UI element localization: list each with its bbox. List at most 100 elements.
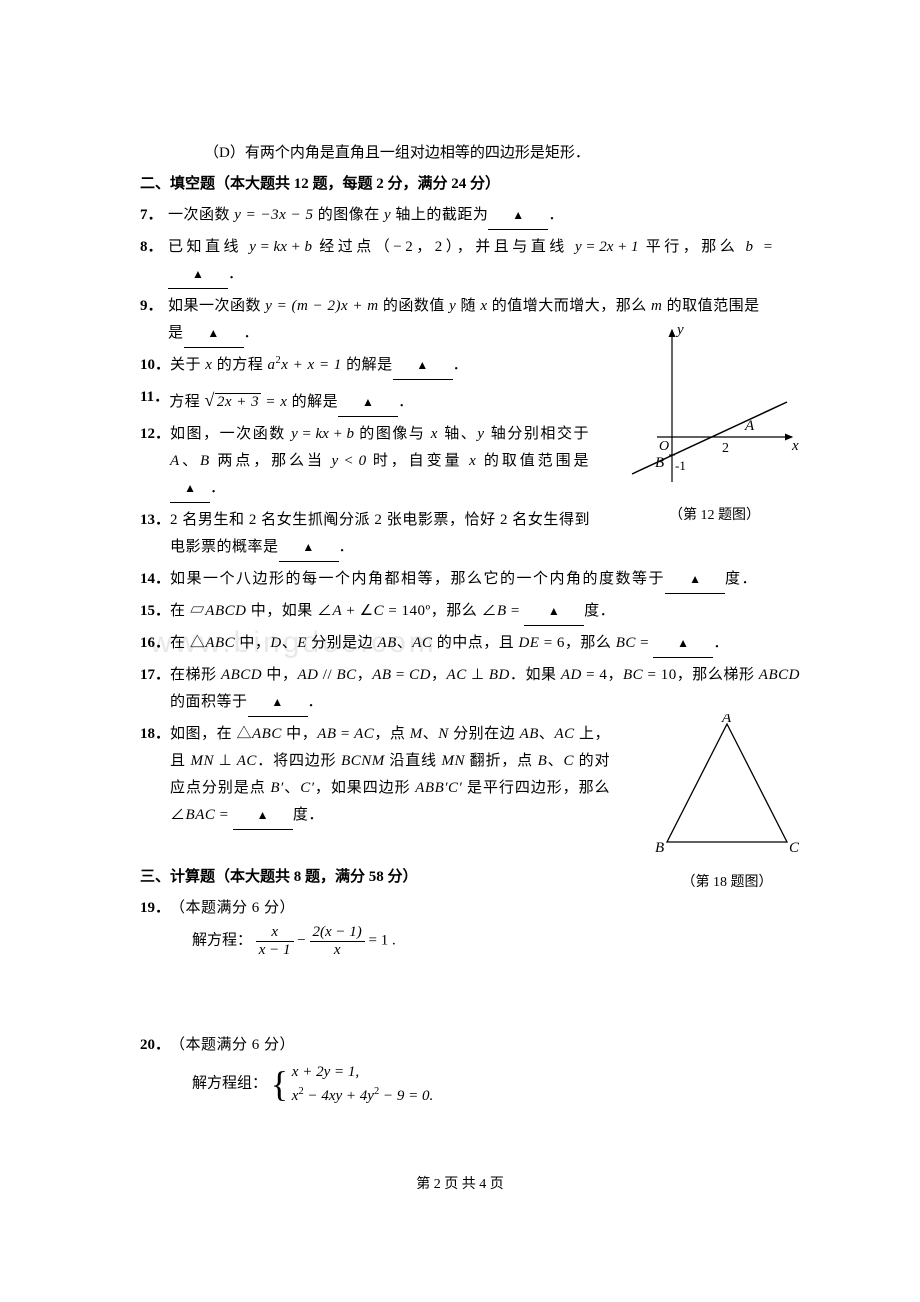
page-footer: 第 2 页 共 4 页: [0, 1172, 920, 1197]
q18-m7: 翻折，点: [465, 753, 538, 769]
q15-eq: = 140º，那么 ∠: [384, 603, 497, 619]
q18-q: BCNM: [341, 753, 385, 769]
q17-blank: [248, 689, 308, 717]
q8-m2: 平行，那么: [639, 239, 746, 255]
q17-s2: BC: [336, 667, 356, 683]
q18-m6: 沿直线: [385, 753, 442, 769]
fig12-caption: （第 12 题图）: [627, 503, 802, 528]
q19-score: （本题满分 6 分）: [170, 895, 800, 922]
q10-blank: [393, 352, 453, 380]
q18-blank: [233, 802, 293, 830]
q16-text: 在 △ABC 中，D、E 分别是边 AB、AC 的中点，且 DE = 6，那么 …: [170, 630, 800, 658]
q18-text: 如图，在 △ABC 中，AB = AC，点 M、N 分别在边 AB、AC 上，且…: [170, 721, 610, 830]
q7-num: 7．: [140, 202, 168, 229]
fig12-xtick: 2: [722, 441, 729, 456]
q17-p: 在梯形: [170, 667, 221, 683]
q15-s: ABCD: [205, 603, 246, 619]
q16-eq1: = 6，那么: [539, 635, 615, 651]
q20-eq1: x + 2y = 1,: [292, 1064, 359, 1080]
q18-perp: ⊥: [214, 753, 237, 769]
q16-m2: 分别是边: [307, 635, 378, 651]
q10-f: a2x + x = 1: [267, 357, 341, 373]
q7-text: 一次函数 y = −3x − 5 的图像在 y 轴上的截距为．: [168, 202, 800, 230]
q9-m1: 的函数值: [379, 298, 450, 314]
q8-f2: y = 2x + 1: [575, 239, 639, 255]
q12-t7: B: [200, 453, 211, 469]
q18-u: 度．: [293, 807, 324, 823]
q19-frac1: xx − 1: [256, 924, 294, 958]
q16-bc: BC: [616, 635, 636, 651]
q18-m5: ．将四边形: [257, 753, 341, 769]
figure-18-svg: A B C: [652, 714, 802, 854]
q15-eq2: =: [507, 603, 524, 619]
q8-m1: 经过点（−2，2），并且与直线: [312, 239, 575, 255]
q11-p: 方程: [169, 394, 204, 410]
q7-end: ．: [548, 207, 564, 223]
q18-s4: AC: [554, 726, 574, 742]
q20-num: 20．: [140, 1032, 170, 1059]
fig12-O: O: [659, 439, 669, 454]
q12-v2: y: [477, 426, 485, 442]
figure-18: A B C （第 18 题图）: [652, 714, 802, 879]
q15-blank: [524, 598, 584, 626]
q12-end: ．: [210, 480, 227, 496]
q15-u: 度．: [584, 603, 615, 619]
q7-blank: [488, 202, 548, 230]
q18-p5: B′: [270, 780, 283, 796]
q18-p1: M: [410, 726, 423, 742]
q19-n1: x: [256, 924, 294, 942]
q18-eq2: =: [215, 807, 232, 823]
q12-t9: 时，自变量: [366, 453, 469, 469]
q16-m1: 中，: [235, 635, 270, 651]
question-7: 7． 一次函数 y = −3x − 5 的图像在 y 轴上的截距为．: [140, 202, 800, 230]
q17-m1: 中，: [262, 667, 297, 683]
q17-s3: AB: [372, 667, 391, 683]
q15-text: 在 ▱ABCD 中，如果 ∠A + ∠C = 140º，那么 ∠B = 度．: [170, 598, 800, 626]
q18-p: 如图，在 △: [170, 726, 252, 742]
q17-perp: ⊥: [467, 667, 489, 683]
q10-end: ．: [453, 357, 469, 373]
q16-c1: 、: [282, 635, 298, 651]
q19-body: 解方程： xx − 1 − 2(x − 1)x = 1 .: [192, 924, 800, 958]
q18-s5: MN: [190, 753, 214, 769]
q17-s6: BD: [489, 667, 510, 683]
q15-pl: + ∠: [342, 603, 373, 619]
section2-heading: 二、填空题（本大题共 12 题，每题 2 分，满分 24 分）: [140, 171, 800, 198]
q15-num: 15．: [140, 598, 170, 625]
q18-s6: AC: [237, 753, 257, 769]
q8-v: b: [746, 239, 757, 255]
q20-eq2: x2 − 4xy + 4y2 − 9 = 0.: [292, 1088, 433, 1104]
q17-num: 17．: [140, 662, 170, 689]
q20-system: x + 2y = 1, x2 − 4xy + 4y2 − 9 = 0.: [292, 1061, 433, 1107]
q11-end: ．: [398, 394, 414, 410]
q11-blank: [338, 389, 398, 417]
fig12-B: B: [655, 455, 664, 471]
q9-end: ．: [244, 325, 260, 341]
q20-label: 解方程组：: [192, 1075, 267, 1091]
q9-p: 如果一次函数: [168, 298, 265, 314]
q12-cond: y < 0: [332, 453, 367, 469]
q14-u: 度．: [725, 571, 758, 587]
question-17: 17． 在梯形 ABCD 中，AD // BC，AB = CD，AC ⊥ BD．…: [140, 662, 800, 717]
q18-s2: AC: [354, 726, 374, 742]
q18-p4: C: [563, 753, 574, 769]
q17-eq1: =: [392, 667, 410, 683]
option-d: （D）有两个内角是直角且一组对边相等的四边形是矩形．: [204, 140, 800, 167]
q18-p6: C′: [300, 780, 314, 796]
q8-text: 已知直线 y = kx + b 经过点（−2，2），并且与直线 y = 2x +…: [168, 234, 800, 289]
fig12-A: A: [744, 418, 755, 434]
fig12-y-label: y: [675, 322, 684, 338]
q7-suffix: 轴上的截距为: [391, 207, 488, 223]
q12-t6: 、: [181, 453, 200, 469]
q15-m1: 中，如果 ∠: [246, 603, 332, 619]
q16-eq2: =: [636, 635, 653, 651]
q16-num: 16．: [140, 630, 170, 657]
q16-p2: E: [297, 635, 307, 651]
q14-t: 如果一个八边形的每一个内角都相等，那么它的一个内角的度数等于: [170, 571, 665, 587]
q18-m1: 中，: [282, 726, 317, 742]
q17-m3: 的面积等于: [170, 694, 248, 710]
q16-s2: AC: [412, 635, 432, 651]
q8-p: 已知直线: [168, 239, 249, 255]
q8-eq: =: [757, 239, 776, 255]
q17-c2: ，: [431, 667, 447, 683]
